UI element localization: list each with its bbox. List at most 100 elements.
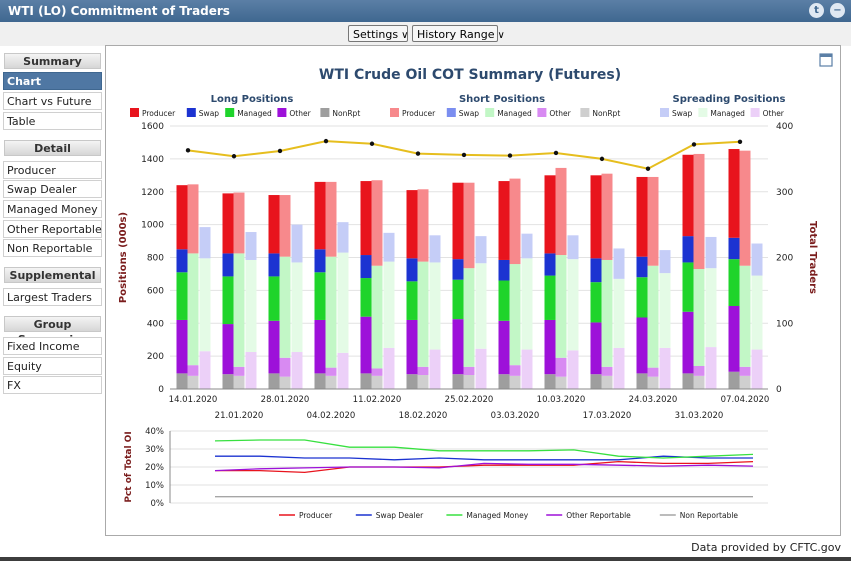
short-other-bar (509, 365, 521, 376)
short-producer-bar (187, 184, 199, 254)
short-other-bar (371, 368, 383, 376)
sidebar-section-detail: Detail (4, 140, 101, 156)
short-other-bar (693, 365, 705, 376)
pct-y-tick-label: 20% (145, 463, 164, 473)
sidebar-item-largest-traders[interactable]: Largest Traders (3, 288, 102, 306)
y2-tick-label: 100 (776, 319, 793, 329)
pct-producer-line (215, 460, 754, 474)
long-managed-bar (544, 275, 556, 320)
legend-label: Swap (199, 109, 219, 118)
y-tick-label: 600 (147, 286, 164, 296)
pct-y-tick-label: 40% (145, 427, 164, 437)
short-producer-bar (509, 178, 521, 265)
long-swap-bar (590, 258, 602, 283)
y-tick-label: 1400 (141, 155, 164, 165)
long-other-bar (590, 322, 602, 375)
toolbar: Settings ∨ History Range ∨ (0, 22, 851, 46)
y-tick-label: 800 (147, 254, 164, 264)
x-tick-label: 31.03.2020 (675, 411, 724, 421)
pct-legend-label: Other Reportable (566, 511, 631, 520)
x-tick-label: 17.03.2020 (583, 411, 632, 421)
spread-other-bar (613, 347, 625, 389)
long-swap-bar (728, 237, 740, 260)
long-swap-bar (360, 255, 372, 279)
long-producer-bar (406, 190, 418, 259)
pct-axis-title: Pct of Total OI (124, 431, 134, 502)
sidebar-item-equity[interactable]: Equity (3, 357, 102, 375)
long-nonrpt-bar (544, 374, 556, 389)
print-icon[interactable] (819, 53, 833, 67)
sidebar-item-producer[interactable]: Producer (3, 161, 102, 179)
twitter-icon[interactable]: t (809, 3, 824, 18)
legend-label: Swap (459, 109, 479, 118)
long-producer-bar (452, 182, 464, 260)
short-nonrpt-bar (555, 376, 567, 389)
long-swap-bar (636, 256, 648, 278)
sidebar-item-chart[interactable]: Chart (3, 72, 102, 90)
sidebar-item-table[interactable]: Table (3, 112, 102, 130)
short-producer-bar (279, 195, 291, 257)
short-managed-bar (233, 253, 245, 367)
short-managed-bar (279, 256, 291, 358)
y-axis-title: Positions (000s) (118, 212, 129, 303)
legend-swatch (660, 108, 669, 117)
long-producer-bar (314, 181, 326, 250)
long-other-bar (544, 319, 556, 375)
long-managed-bar (176, 272, 188, 320)
long-swap-bar (222, 253, 234, 277)
window-titlebar: WTI (LO) Commitment of Traders t − (0, 0, 851, 22)
long-nonrpt-bar (590, 374, 602, 389)
spread-swap-bar (429, 235, 441, 263)
pct-legend-label: Swap Dealer (376, 511, 424, 520)
legend-label: Managed (237, 109, 272, 118)
history-range-dropdown[interactable]: History Range ∨ (412, 25, 505, 42)
long-producer-bar (498, 181, 510, 260)
legend-swatch (750, 108, 760, 117)
short-nonrpt-bar (463, 375, 475, 389)
long-swap-bar (682, 236, 694, 263)
spread-swap-bar (567, 235, 579, 260)
data-credit: Data provided by CFTC.gov (691, 541, 841, 554)
close-icon[interactable]: − (830, 3, 845, 18)
sidebar-section-summary: Summary (4, 53, 101, 69)
long-other-bar (728, 305, 740, 372)
sidebar-item-non-reportable[interactable]: Non Reportable (3, 239, 102, 257)
spread-managed-bar (659, 273, 671, 348)
total-traders-point (507, 153, 513, 158)
spread-other-bar (429, 349, 441, 389)
chevron-down-icon: ∨ (497, 30, 505, 41)
short-producer-bar (233, 192, 245, 254)
total-traders-point (369, 141, 375, 146)
long-producer-bar (728, 149, 740, 238)
sidebar-item-other-reportable[interactable]: Other Reportable (3, 220, 102, 238)
y-tick-label: 400 (147, 319, 164, 329)
long-nonrpt-bar (728, 371, 740, 389)
legend-label: Producer (142, 109, 176, 118)
short-managed-bar (187, 253, 199, 366)
long-other-bar (314, 319, 326, 374)
x-tick-label: 11.02.2020 (353, 395, 402, 405)
settings-dropdown[interactable]: Settings ∨ (348, 25, 408, 42)
long-managed-bar (222, 276, 234, 325)
sidebar-item-fixed-income[interactable]: Fixed Income (3, 337, 102, 355)
spread-managed-bar (429, 262, 441, 350)
legend-swatch (130, 108, 139, 117)
sidebar-item-managed-money[interactable]: Managed Money (3, 200, 102, 218)
short-nonrpt-bar (279, 376, 291, 389)
sidebar-item-swap-dealer[interactable]: Swap Dealer (3, 180, 102, 198)
legend-label: NonRpt (332, 109, 360, 118)
y2-tick-label: 400 (776, 122, 793, 132)
long-managed-bar (682, 262, 694, 312)
sidebar-item-fx[interactable]: FX (3, 376, 102, 394)
long-other-bar (176, 319, 188, 374)
total-traders-point (691, 142, 697, 147)
short-producer-bar (555, 167, 567, 256)
short-managed-bar (739, 265, 751, 367)
sidebar-section-supplemental: Supplemental (4, 267, 101, 283)
spread-other-bar (475, 348, 487, 389)
long-producer-bar (360, 181, 372, 256)
sidebar-item-chart-vs-future[interactable]: Chart vs Future (3, 92, 102, 110)
short-managed-bar (601, 259, 613, 367)
long-producer-bar (544, 175, 556, 254)
legend-group-title: Short Positions (459, 94, 545, 105)
